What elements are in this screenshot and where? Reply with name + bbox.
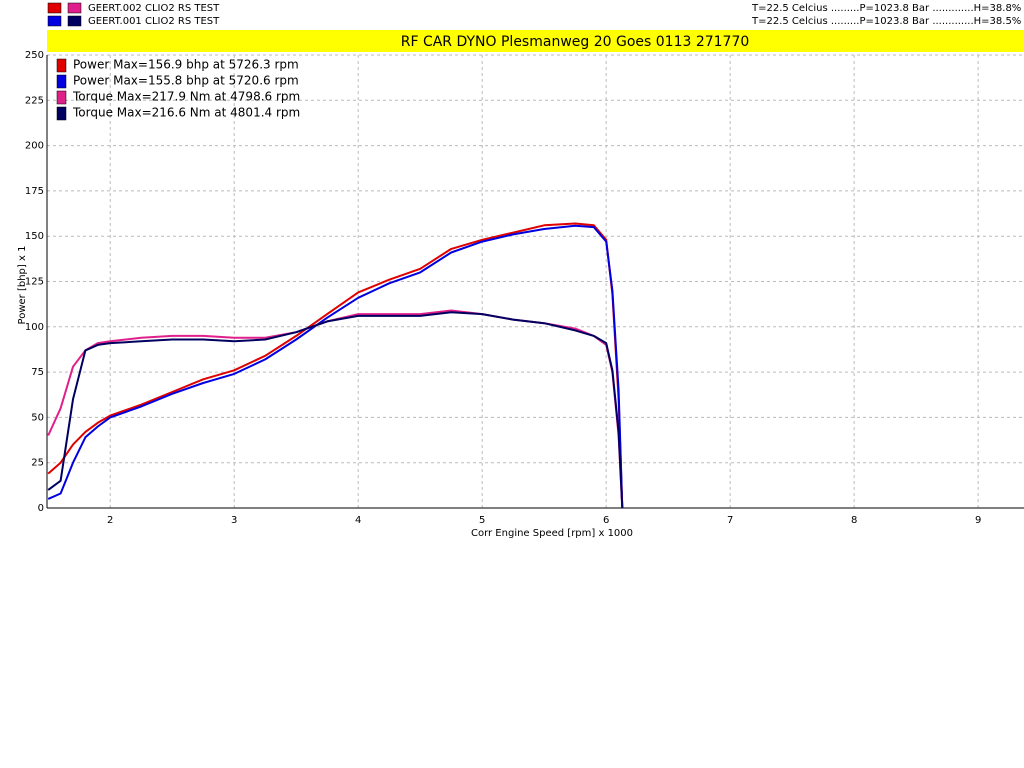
legend-swatch [56, 106, 67, 121]
legend-swatch [47, 15, 62, 27]
conditions: T=22.5 Celcius .........P=1023.8 Bar ...… [751, 3, 1024, 14]
x-tick-label: 6 [603, 515, 609, 526]
y-tick-label: 125 [25, 277, 44, 288]
y-tick-label: 250 [25, 50, 44, 61]
legend-swatch [47, 2, 62, 14]
y-tick-label: 25 [31, 458, 44, 469]
legend-label: Power Max=156.9 bhp at 5726.3 rpm [73, 58, 299, 72]
file-label: GEERT.001 CLIO2 RS TEST [88, 16, 220, 27]
legend-swatch [56, 74, 67, 89]
x-tick-label: 2 [107, 515, 113, 526]
y-axis-label: Power [bhp] x 1 [17, 246, 28, 325]
file-label: GEERT.002 CLIO2 RS TEST [88, 3, 220, 14]
y-tick-label: 50 [31, 412, 44, 423]
x-tick-label: 3 [231, 515, 237, 526]
legend-label: Torque Max=216.6 Nm at 4801.4 rpm [72, 106, 300, 120]
chart-title: RF CAR DYNO Plesmanweg 20 Goes 0113 2717… [401, 34, 750, 50]
legend-swatch [67, 2, 82, 14]
series-line [47, 224, 624, 509]
legend-label: Power Max=155.8 bhp at 5720.6 rpm [73, 74, 299, 88]
series-line [47, 222, 624, 509]
y-tick-label: 0 [38, 503, 44, 514]
y-tick-label: 150 [25, 231, 44, 242]
y-tick-label: 75 [31, 367, 44, 378]
legend-label: Torque Max=217.9 Nm at 4798.6 rpm [72, 90, 300, 104]
legend-swatch [67, 15, 82, 27]
conditions: T=22.5 Celcius .........P=1023.8 Bar ...… [751, 16, 1024, 27]
y-tick-label: 225 [25, 95, 44, 106]
y-tick-label: 100 [25, 322, 44, 333]
x-tick-label: 9 [975, 515, 981, 526]
x-tick-label: 8 [851, 515, 857, 526]
x-tick-label: 4 [355, 515, 361, 526]
x-tick-label: 7 [727, 515, 733, 526]
x-tick-label: 5 [479, 515, 485, 526]
title-bar [47, 30, 1024, 52]
series-line [47, 311, 624, 509]
y-tick-label: 175 [25, 186, 44, 197]
legend-swatch [56, 90, 67, 105]
legend-swatch [56, 58, 67, 73]
y-tick-label: 200 [25, 141, 44, 152]
x-axis-label: Corr Engine Speed [rpm] x 1000 [471, 528, 633, 539]
